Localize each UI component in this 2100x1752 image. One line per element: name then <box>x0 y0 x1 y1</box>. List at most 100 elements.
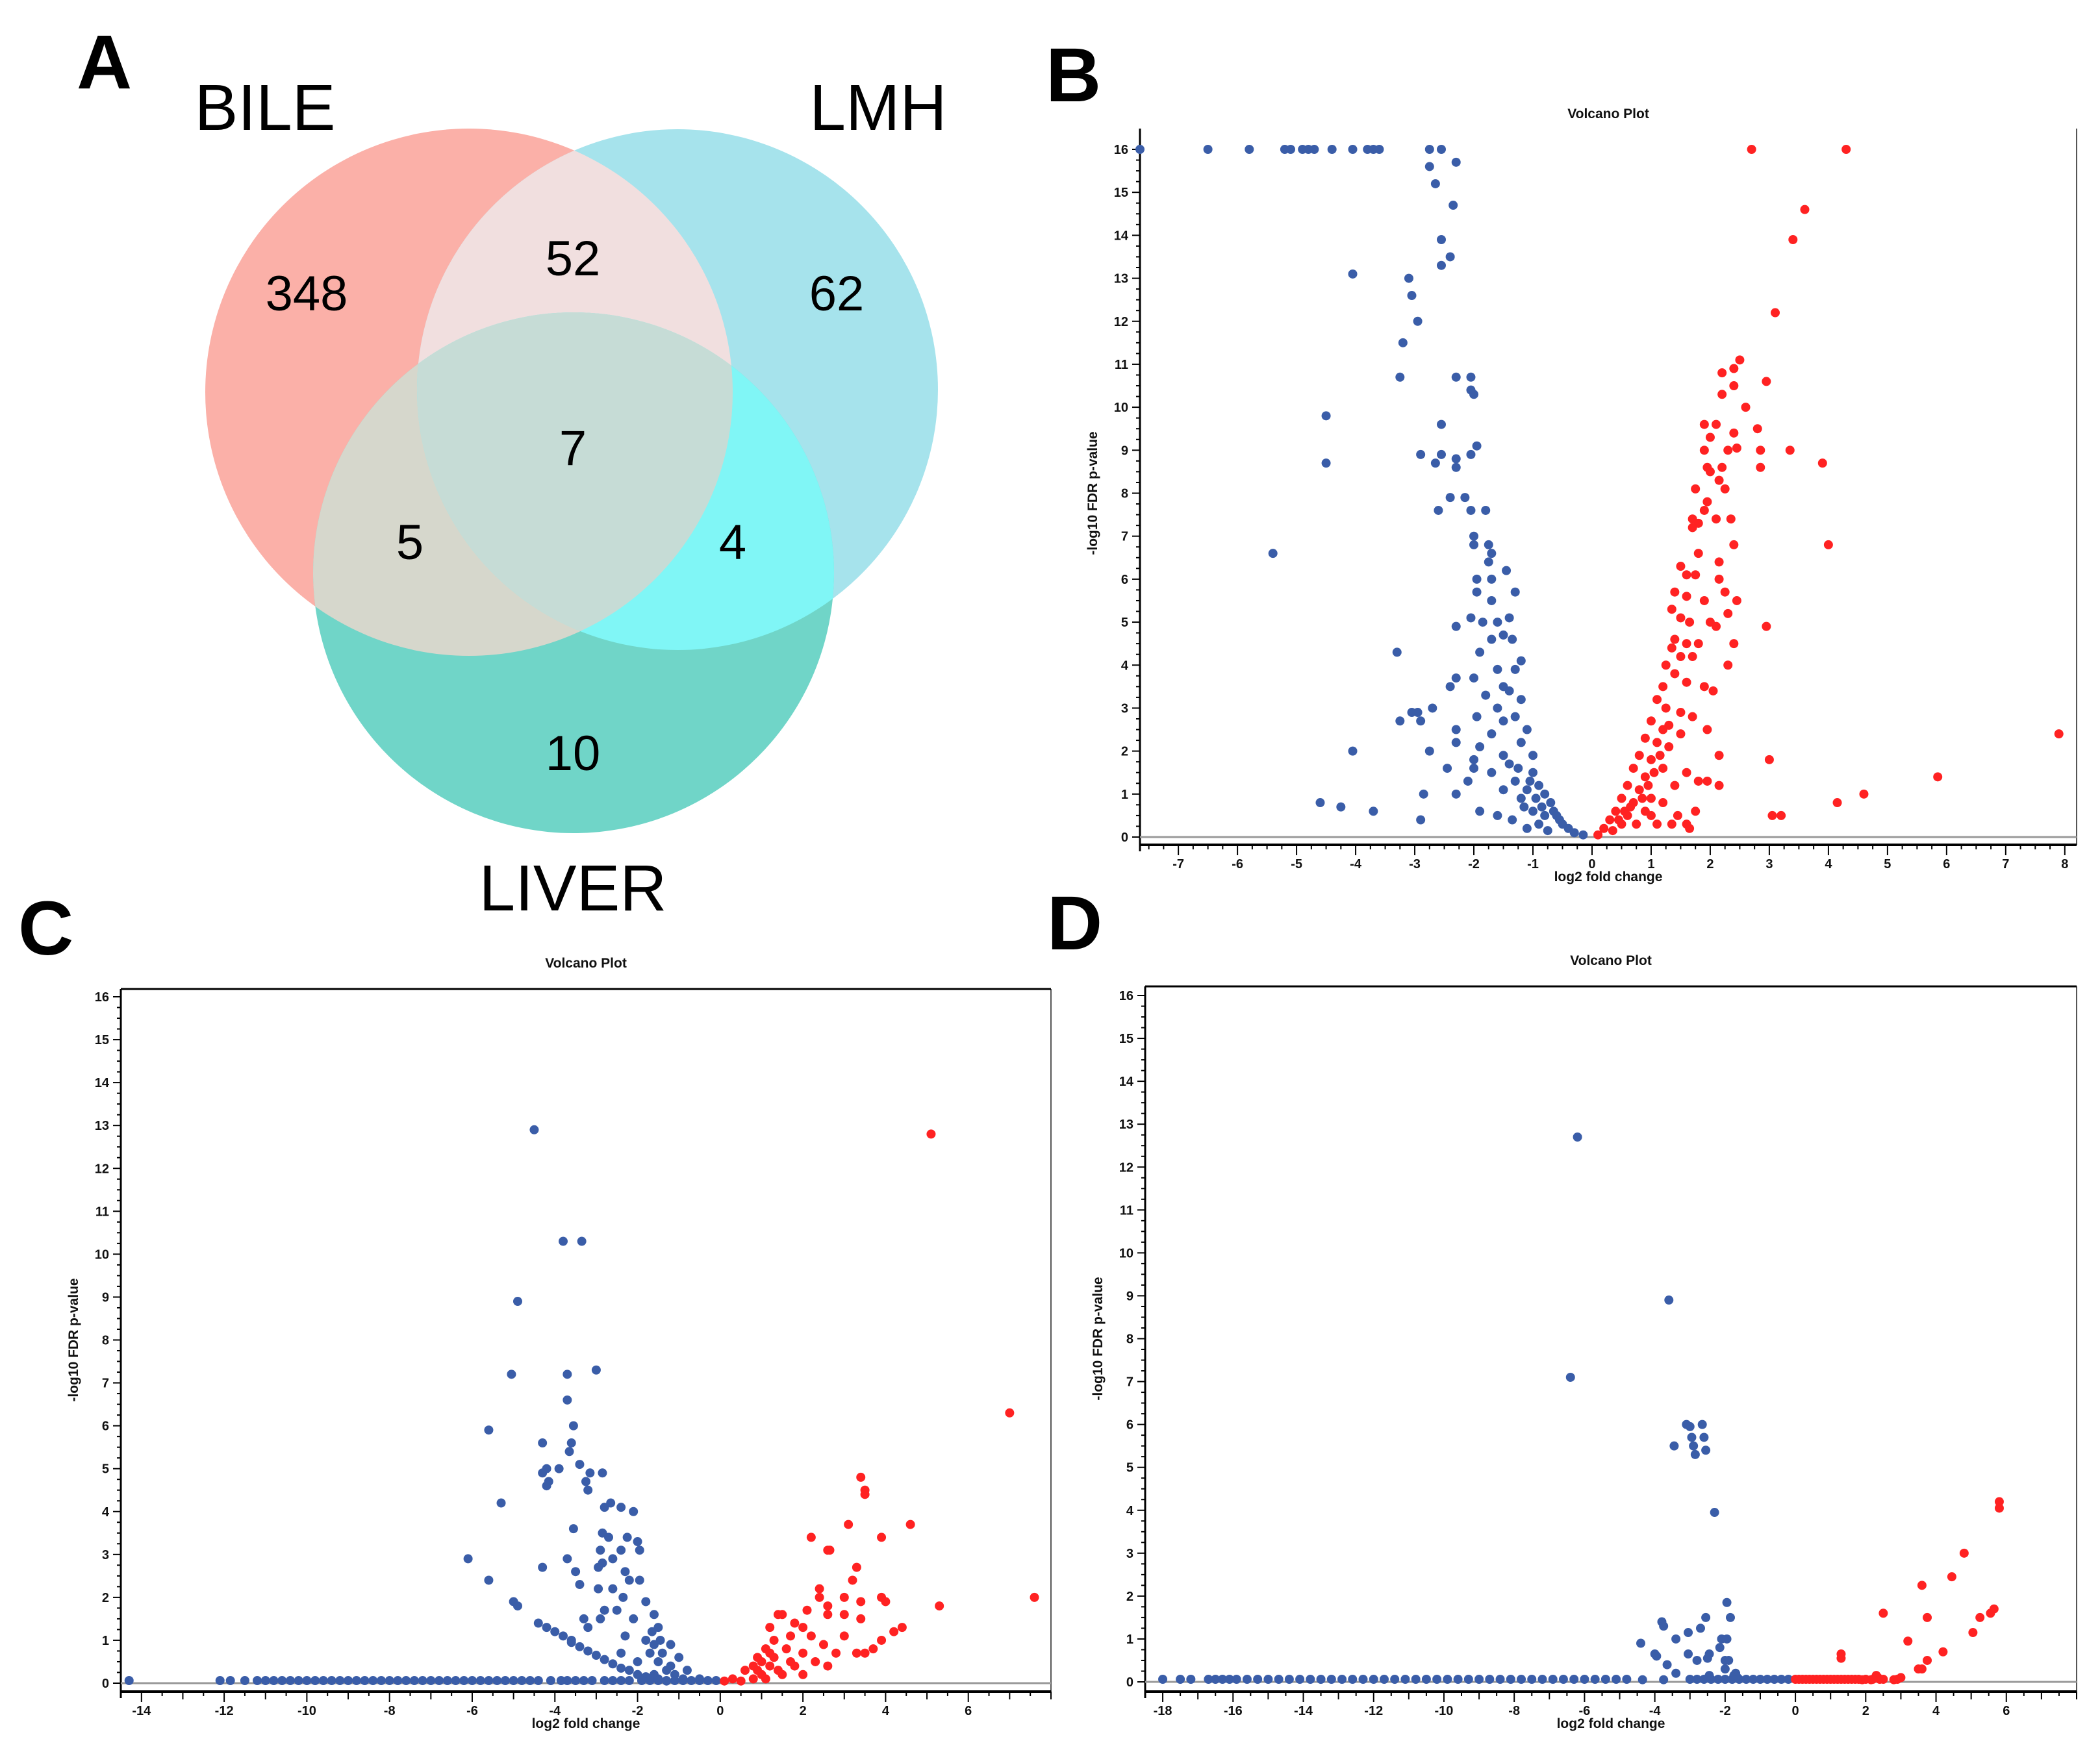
data-point-up <box>1667 820 1676 829</box>
data-point-down <box>616 1546 626 1555</box>
data-point-down <box>600 1605 609 1615</box>
data-point-down <box>1531 794 1541 803</box>
data-point-up <box>798 1648 808 1658</box>
data-point-down <box>1724 1655 1734 1665</box>
data-point-down <box>269 1676 279 1685</box>
data-point-down <box>1487 574 1497 584</box>
y-tick-label: 0 <box>1126 1675 1133 1690</box>
venn-diagram: BILE LMH LIVER 348 52 62 7 5 4 10 <box>195 71 947 925</box>
data-point-down <box>653 1676 663 1685</box>
data-point-down <box>1263 1675 1273 1684</box>
data-point-down <box>1285 145 1295 154</box>
data-point-up <box>1947 1572 1956 1582</box>
data-point-down <box>1336 802 1346 812</box>
data-point-up <box>1640 733 1650 743</box>
x-tick-label: 2 <box>1862 1704 1869 1718</box>
data-point-up <box>1640 772 1650 782</box>
plot-title: Volcano Plot <box>1567 106 1649 121</box>
data-point-down <box>327 1676 336 1685</box>
data-point-up <box>798 1670 808 1679</box>
x-tick-label: -2 <box>1719 1704 1731 1718</box>
data-point-down <box>1436 145 1446 154</box>
data-point-down <box>594 1584 603 1594</box>
data-point-down <box>616 1648 626 1658</box>
x-tick-label: -8 <box>384 1704 396 1718</box>
y-tick-label: 10 <box>1119 1246 1133 1260</box>
data-point-down <box>620 1567 630 1577</box>
y-tick-label: 8 <box>1126 1333 1133 1347</box>
data-point-down <box>1522 785 1532 795</box>
x-tick-label: 5 <box>1884 857 1891 871</box>
data-point-down <box>687 1676 696 1685</box>
data-point-down <box>1600 1675 1610 1684</box>
y-tick-label: 6 <box>102 1420 109 1434</box>
data-point-down <box>1469 755 1479 764</box>
data-point-down <box>310 1676 320 1685</box>
data-point-up <box>839 1610 849 1620</box>
data-point-up <box>1658 798 1668 808</box>
data-point-down <box>633 1536 642 1546</box>
panel-label-a: A <box>77 19 132 105</box>
data-point-up <box>1676 562 1686 571</box>
data-point-up <box>825 1546 835 1555</box>
data-point-down <box>575 1460 585 1470</box>
x-tick-label: 4 <box>882 1704 890 1718</box>
data-point-up <box>1747 145 1756 154</box>
data-point-down <box>1411 1675 1421 1684</box>
data-point-down <box>1472 574 1482 584</box>
data-point-down <box>650 1610 659 1620</box>
data-point-down <box>1510 712 1520 721</box>
data-point-down <box>583 1485 593 1495</box>
data-point-down <box>1321 411 1331 421</box>
y-tick-label: 4 <box>102 1505 110 1520</box>
data-point-down <box>318 1676 328 1685</box>
data-point-down <box>484 1676 494 1685</box>
data-point-up <box>1605 815 1615 825</box>
data-point-down <box>1701 1445 1711 1455</box>
data-point-down <box>1522 725 1532 734</box>
data-point-down <box>1321 458 1331 468</box>
x-tick-label: -1 <box>1527 857 1539 871</box>
data-point-down <box>1499 751 1508 760</box>
data-point-down <box>1369 1675 1378 1684</box>
data-point-down <box>1638 1675 1647 1684</box>
data-point-down <box>1445 682 1455 692</box>
x-tick-label: -5 <box>1291 857 1302 871</box>
data-point-up <box>1756 445 1765 455</box>
data-point-down <box>1528 768 1538 777</box>
data-point-down <box>1690 1449 1700 1459</box>
data-point-down <box>294 1676 303 1685</box>
y-tick-label: 16 <box>1114 143 1128 157</box>
data-point-down <box>635 1546 644 1555</box>
data-point-down <box>1692 1655 1702 1665</box>
data-point-up <box>848 1575 857 1585</box>
data-point-down <box>1448 201 1458 210</box>
data-point-up <box>790 1618 800 1628</box>
data-point-up <box>1670 587 1680 597</box>
x-tick-label: -10 <box>1435 1704 1454 1718</box>
data-point-down <box>618 1592 628 1602</box>
data-point-down <box>1218 1675 1228 1684</box>
data-point-up <box>1729 540 1739 549</box>
data-point-up <box>1593 830 1603 840</box>
data-point-up <box>1767 810 1777 820</box>
data-point-down <box>435 1676 444 1685</box>
data-point-up <box>1702 497 1712 507</box>
data-point-down <box>579 1614 588 1623</box>
y-tick-label: 3 <box>102 1548 109 1562</box>
data-point-up <box>1994 1497 2004 1507</box>
data-point-up <box>757 1657 766 1666</box>
y-tick-label: 1 <box>1126 1633 1133 1647</box>
data-point-up <box>1917 1664 1927 1674</box>
data-point-down <box>1484 540 1493 549</box>
data-point-up <box>1693 639 1703 649</box>
data-point-down <box>1671 1634 1681 1644</box>
data-point-up <box>1613 815 1623 825</box>
data-point-up <box>1667 643 1676 653</box>
data-point-up <box>1893 1675 1903 1684</box>
data-point-up <box>1723 608 1733 618</box>
data-point-up <box>1735 355 1745 365</box>
data-point-up <box>1994 1503 2004 1513</box>
